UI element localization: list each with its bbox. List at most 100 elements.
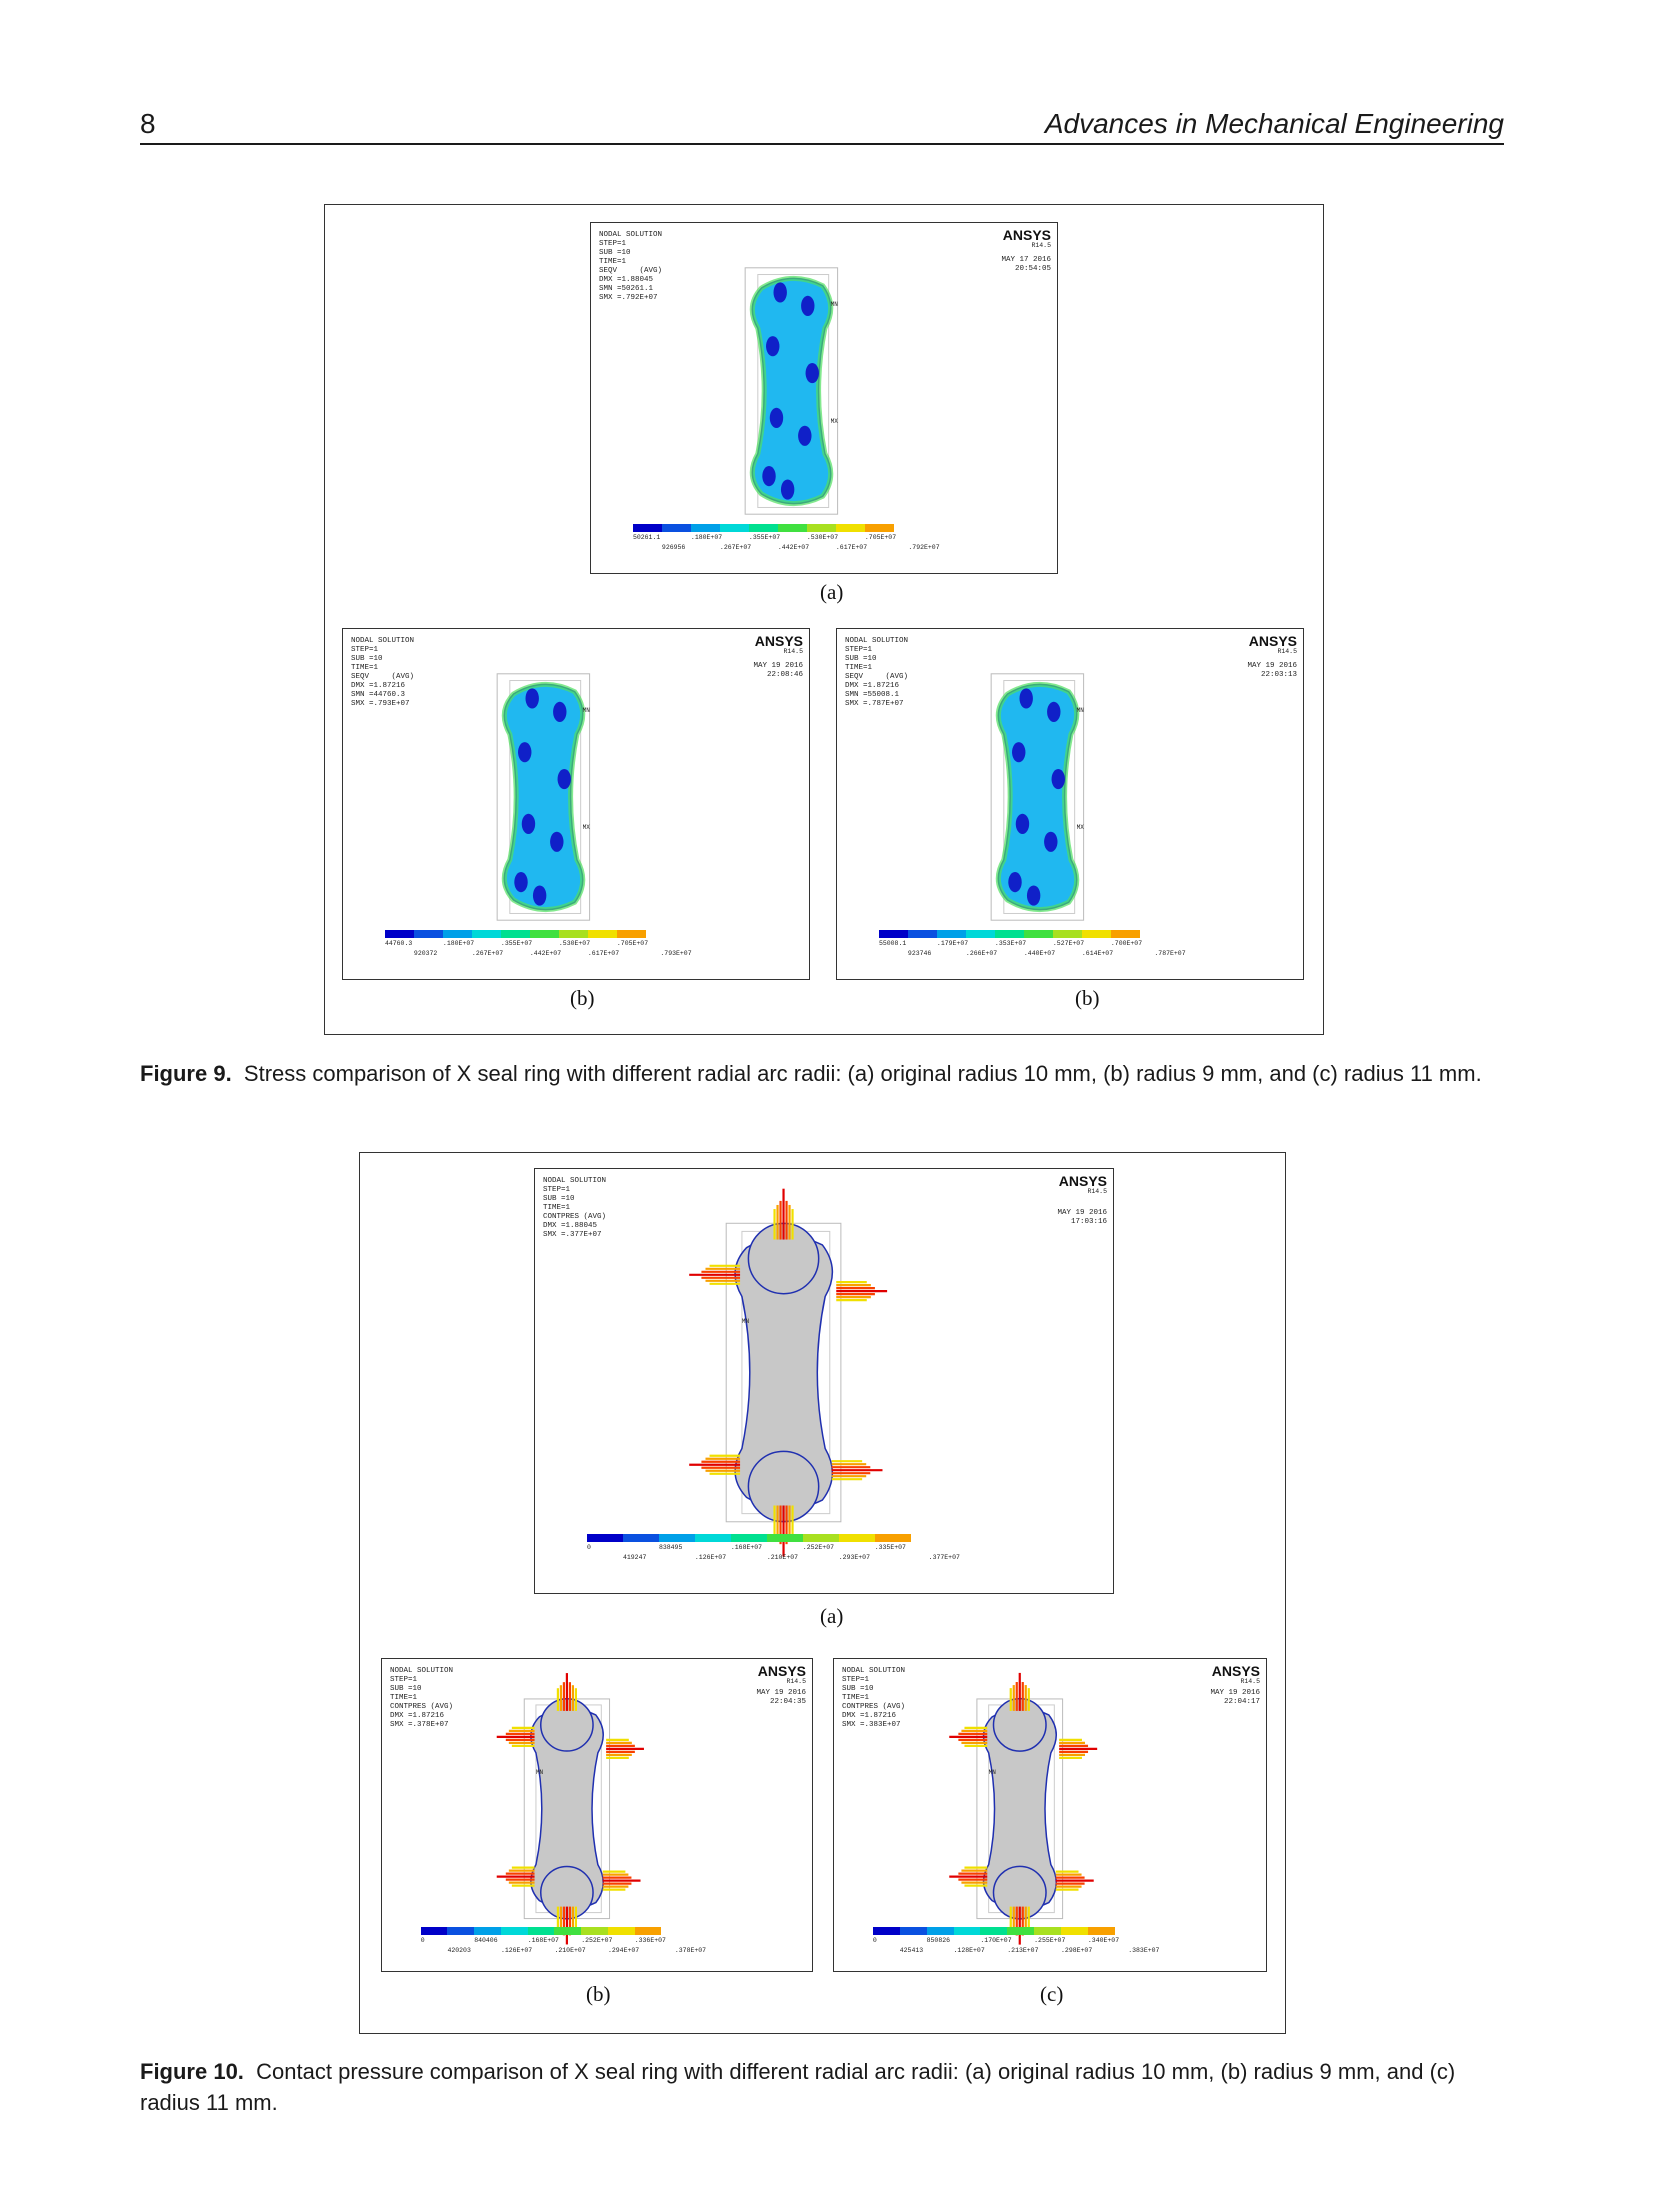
ansys-revision: R14.5 [783, 648, 803, 655]
ansys-info-block: NODAL SOLUTION STEP=1 SUB =10 TIME=1 CON… [390, 1667, 454, 1729]
legend-tick-label: 923746 [907, 950, 932, 957]
groove-outline [496, 673, 591, 921]
legend-tick-label: .180E+07 [442, 940, 475, 947]
fig9-sublabel-a: (a) [820, 580, 844, 604]
ansys-info-block: NODAL SOLUTION STEP=1 SUB =10 TIME=1 CON… [842, 1667, 906, 1729]
legend-tick-label: 926956 [661, 544, 686, 551]
legend-tick-label: .298E+07 [1061, 1947, 1093, 1955]
seal-plot [689, 1188, 888, 1557]
low-stress-zone [805, 363, 819, 384]
fig9-panel-b: NODAL SOLUTION STEP=1 SUB =10 TIME=1 SEQ… [342, 628, 810, 980]
colormap-swatch [634, 1927, 662, 1936]
ansys-timestamp: MAY 19 2016 22:03:13 [1247, 662, 1297, 679]
colormap-swatch [1007, 1927, 1035, 1936]
legend-tick-label: 55008.1 [878, 940, 907, 947]
low-stress-zone [766, 336, 780, 357]
groove-outline [744, 267, 839, 515]
seal-plot [744, 267, 839, 515]
legend-tick-label: .128E+07 [953, 1947, 985, 1955]
legend-tick-label: .378E+07 [674, 1947, 707, 1955]
figure-10-caption: Figure 10. Contact pressure comparison o… [140, 2056, 1510, 2118]
low-stress-zone [518, 742, 532, 763]
colormap-swatch [899, 1927, 927, 1936]
colormap-swatch [1052, 930, 1082, 938]
colormap-swatch [420, 1927, 448, 1936]
contact-pressure-fan [831, 1460, 883, 1481]
stress-gradient-edge [995, 681, 1080, 913]
contact-pressure-fan [1009, 1906, 1030, 1945]
contact-pressure-fan [773, 1505, 794, 1557]
colormap-swatch [413, 930, 443, 938]
ansys-logo: ANSYS [757, 1663, 806, 1679]
colormap-swatch [980, 1927, 1008, 1936]
ansys-logo: ANSYS [1002, 227, 1051, 243]
colormap-swatch [554, 1927, 582, 1936]
min-marker: MN [582, 707, 590, 715]
colormap-legend [872, 1927, 1115, 1936]
colormap-swatch [1081, 930, 1111, 938]
colormap-swatch [581, 1927, 608, 1936]
colormap-swatch [719, 524, 749, 532]
legend-tick-label: .213E+07 [1007, 1947, 1039, 1955]
seal-plot [496, 673, 591, 921]
seal-plot [496, 1673, 644, 1945]
colormap-swatch [529, 930, 559, 938]
fig10-sublabel-a: (a) [820, 1604, 844, 1628]
legend-tick-label: .440E+07 [1023, 950, 1056, 957]
page-number: 8 [140, 108, 156, 139]
colormap-swatch [442, 930, 472, 938]
seal-body [982, 1707, 1057, 1910]
legend-tick-label: .383E+07 [1128, 1947, 1160, 1955]
colormap-swatch [587, 1533, 623, 1542]
ansys-revision: R14.5 [1240, 1678, 1260, 1685]
colormap-swatch [907, 930, 937, 938]
colormap-swatch [1110, 930, 1140, 938]
legend-tick-label: .614E+07 [1081, 950, 1114, 957]
colormap-swatch [872, 1927, 900, 1936]
legend-tick-label: .180E+07 [690, 534, 723, 541]
ansys-info-block: NODAL SOLUTION STEP=1 SUB =10 TIME=1 CON… [543, 1177, 607, 1239]
colormap-swatch [994, 930, 1024, 938]
journal-title: Advances in Mechanical Engineering [1044, 108, 1504, 139]
legend-tick-label: 838495 [658, 1543, 683, 1551]
stress-gradient-edge [501, 681, 586, 913]
legend-tick-label: .787E+07 [1154, 950, 1186, 957]
legend-tick-label: .700E+07 [1110, 940, 1143, 947]
ansys-logo: ANSYS [1248, 633, 1297, 649]
contact-pressure-fan [556, 1906, 577, 1945]
low-stress-zone [1015, 813, 1030, 834]
legend-tick-label: .168E+07 [730, 1543, 763, 1551]
min-marker: MN [741, 1318, 750, 1326]
fig9-sublabel-c: (b) [1075, 986, 1100, 1010]
legend-tick-label: .793E+07 [660, 950, 692, 957]
legend-tick-label: .353E+07 [994, 940, 1027, 947]
stress-gradient-edge [749, 275, 834, 507]
legend-tick-label: .252E+07 [581, 1937, 613, 1945]
fig9-sublabel-b: (b) [570, 986, 595, 1010]
figure-9-caption: Figure 9. Stress comparison of X seal ri… [140, 1058, 1510, 1089]
ansys-timestamp: MAY 19 2016 22:08:46 [753, 662, 803, 679]
low-stress-zone [557, 769, 571, 790]
low-stress-zone [773, 282, 787, 303]
legend-tick-label: .617E+07 [835, 544, 868, 551]
legend-tick-label: 0 [420, 1937, 425, 1945]
figure-9-label: Figure 9. [140, 1061, 232, 1086]
low-stress-zone [1051, 769, 1065, 790]
legend-tick-label: .210E+07 [554, 1947, 586, 1955]
low-stress-zone [532, 885, 547, 906]
low-stress-zone [550, 831, 564, 852]
colormap-swatch [802, 1533, 839, 1542]
colormap-swatch [694, 1533, 731, 1542]
colormap-swatch [622, 1533, 659, 1542]
legend-tick-label: .335E+07 [874, 1543, 906, 1551]
legend-tick-label: .792E+07 [908, 544, 940, 551]
legend-tick-label: .210E+07 [766, 1553, 799, 1561]
colormap-legend [384, 930, 646, 938]
ansys-info-block: NODAL SOLUTION STEP=1 SUB =10 TIME=1 SEQ… [351, 637, 415, 708]
colormap-swatch [1034, 1927, 1061, 1936]
housing-outline [509, 680, 582, 914]
max-marker: MX [1076, 823, 1084, 831]
legend-tick-label: 920372 [413, 950, 438, 957]
colormap-legend [632, 524, 894, 532]
colormap-swatch [632, 524, 662, 532]
